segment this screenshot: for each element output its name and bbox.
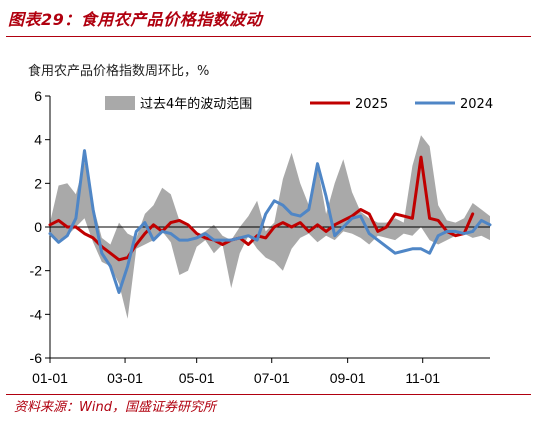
x-tick-label: 11-01: [405, 370, 440, 386]
legend-swatch-range: [105, 96, 135, 110]
y-tick-label: -6: [30, 350, 43, 366]
legend: 过去4年的波动范围 2025 2024: [105, 96, 493, 112]
y-tick-label: 0: [34, 219, 42, 235]
y-tick-label: -2: [30, 263, 43, 279]
y-tick-label: 4: [34, 132, 42, 148]
top-rule: [6, 36, 531, 37]
legend-label-range: 过去4年的波动范围: [140, 96, 252, 112]
figure-title: 图表29：食用农产品价格指数波动: [8, 10, 263, 29]
source-note: 资料来源：Wind，国盛证券研究所: [14, 400, 216, 415]
x-tick-label: 07-01: [254, 370, 290, 386]
y-tick-label: 6: [34, 88, 42, 104]
series-layer: [48, 149, 492, 294]
y-tick-label: -4: [30, 306, 43, 322]
chart-title: 食用农产品价格指数周环比，%: [28, 64, 210, 79]
legend-label-2025: 2025: [355, 97, 388, 112]
series-line-2024: [48, 149, 492, 294]
legend-label-2024: 2024: [460, 97, 493, 112]
x-tick-label: 01-01: [32, 370, 68, 386]
x-tick-label: 09-01: [330, 370, 366, 386]
x-tick-label: 03-01: [107, 370, 143, 386]
series-line-2025: [48, 155, 475, 262]
x-tick-label: 05-01: [179, 370, 215, 386]
axis-layer: -6 -4 -2 0 2 4 6 01-01 03-01 05-01 07-01 09-01 11-01: [30, 88, 490, 386]
y-tick-label: 2: [34, 175, 42, 191]
bottom-rule: [6, 394, 531, 395]
